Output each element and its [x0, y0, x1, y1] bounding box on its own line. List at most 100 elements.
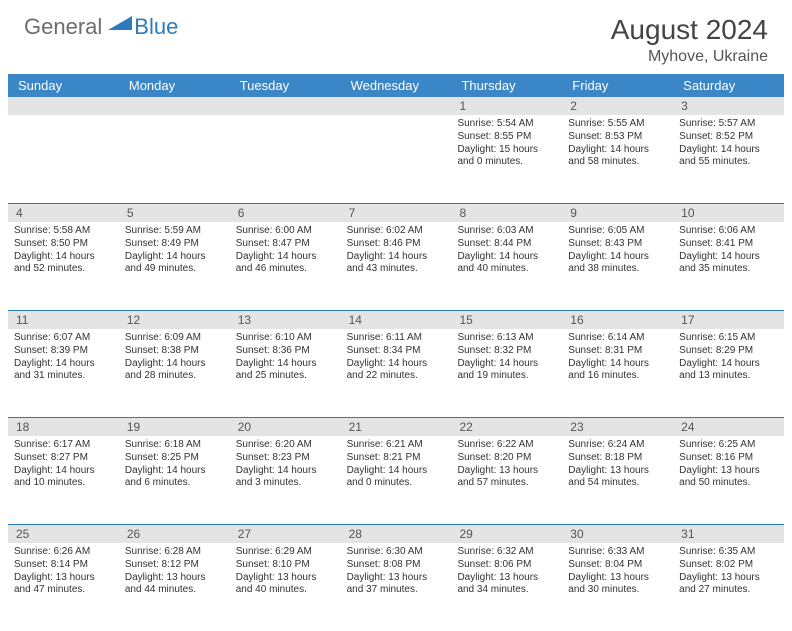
sunset-text: Sunset: 8:53 PM [568, 131, 667, 144]
sunset-text: Sunset: 8:27 PM [14, 452, 113, 465]
sunset-text: Sunset: 8:34 PM [347, 345, 446, 358]
day-cell: Sunrise: 6:18 AMSunset: 8:25 PMDaylight:… [119, 436, 230, 524]
day-cell: Sunrise: 5:59 AMSunset: 8:49 PMDaylight:… [119, 222, 230, 310]
daylight-text: Daylight: 14 hours and 16 minutes. [568, 358, 667, 384]
day-number: 26 [119, 525, 230, 543]
sunrise-text: Sunrise: 6:22 AM [457, 439, 556, 452]
sunrise-text: Sunrise: 6:18 AM [125, 439, 224, 452]
day-number: 11 [8, 311, 119, 329]
weekday-header: Sunday [8, 74, 119, 97]
daylight-text: Daylight: 14 hours and 3 minutes. [236, 465, 335, 491]
sunrise-text: Sunrise: 6:17 AM [14, 439, 113, 452]
day-number: 13 [230, 311, 341, 329]
sunrise-text: Sunrise: 6:06 AM [679, 225, 778, 238]
sunrise-text: Sunrise: 6:14 AM [568, 332, 667, 345]
day-cell: Sunrise: 6:30 AMSunset: 8:08 PMDaylight:… [341, 543, 452, 631]
sunset-text: Sunset: 8:43 PM [568, 238, 667, 251]
calendar: SundayMondayTuesdayWednesdayThursdayFrid… [0, 74, 792, 631]
sunset-text: Sunset: 8:50 PM [14, 238, 113, 251]
sunset-text: Sunset: 8:02 PM [679, 559, 778, 572]
day-number: 7 [341, 204, 452, 222]
weekday-header: Monday [119, 74, 230, 97]
sunrise-text: Sunrise: 6:00 AM [236, 225, 335, 238]
day-number: 27 [230, 525, 341, 543]
day-number: 1 [451, 97, 562, 115]
sunset-text: Sunset: 8:12 PM [125, 559, 224, 572]
day-cell: Sunrise: 6:11 AMSunset: 8:34 PMDaylight:… [341, 329, 452, 417]
day-number: 31 [673, 525, 784, 543]
sunset-text: Sunset: 8:23 PM [236, 452, 335, 465]
daynum-row: 18192021222324 [8, 418, 784, 436]
sunrise-text: Sunrise: 6:25 AM [679, 439, 778, 452]
daylight-text: Daylight: 14 hours and 10 minutes. [14, 465, 113, 491]
sunset-text: Sunset: 8:41 PM [679, 238, 778, 251]
day-number: 5 [119, 204, 230, 222]
day-cell: Sunrise: 5:54 AMSunset: 8:55 PMDaylight:… [451, 115, 562, 203]
sunrise-text: Sunrise: 6:29 AM [236, 546, 335, 559]
day-cell: Sunrise: 6:22 AMSunset: 8:20 PMDaylight:… [451, 436, 562, 524]
daylight-text: Daylight: 14 hours and 46 minutes. [236, 251, 335, 277]
daylight-text: Daylight: 14 hours and 40 minutes. [457, 251, 556, 277]
daylight-text: Daylight: 14 hours and 13 minutes. [679, 358, 778, 384]
day-number: 29 [451, 525, 562, 543]
day-cell: Sunrise: 6:26 AMSunset: 8:14 PMDaylight:… [8, 543, 119, 631]
sunrise-text: Sunrise: 6:24 AM [568, 439, 667, 452]
day-number: 9 [562, 204, 673, 222]
daylight-text: Daylight: 14 hours and 6 minutes. [125, 465, 224, 491]
sunset-text: Sunset: 8:21 PM [347, 452, 446, 465]
weekday-header: Friday [562, 74, 673, 97]
day-number: 12 [119, 311, 230, 329]
sunset-text: Sunset: 8:14 PM [14, 559, 113, 572]
week-row: Sunrise: 6:07 AMSunset: 8:39 PMDaylight:… [8, 329, 784, 417]
daylight-text: Daylight: 13 hours and 50 minutes. [679, 465, 778, 491]
sunrise-text: Sunrise: 5:59 AM [125, 225, 224, 238]
sunrise-text: Sunrise: 6:20 AM [236, 439, 335, 452]
day-number: 30 [562, 525, 673, 543]
daylight-text: Daylight: 13 hours and 57 minutes. [457, 465, 556, 491]
day-number: 20 [230, 418, 341, 436]
title-block: August 2024 Myhove, Ukraine [611, 14, 768, 66]
daylight-text: Daylight: 14 hours and 35 minutes. [679, 251, 778, 277]
daylight-text: Daylight: 14 hours and 58 minutes. [568, 144, 667, 170]
sunrise-text: Sunrise: 6:10 AM [236, 332, 335, 345]
month-title: August 2024 [611, 14, 768, 46]
sunrise-text: Sunrise: 6:26 AM [14, 546, 113, 559]
sunrise-text: Sunrise: 6:35 AM [679, 546, 778, 559]
day-number: 2 [562, 97, 673, 115]
day-number: 21 [341, 418, 452, 436]
sunrise-text: Sunrise: 6:07 AM [14, 332, 113, 345]
sunrise-text: Sunrise: 5:57 AM [679, 118, 778, 131]
day-cell: Sunrise: 6:28 AMSunset: 8:12 PMDaylight:… [119, 543, 230, 631]
sunset-text: Sunset: 8:36 PM [236, 345, 335, 358]
sunset-text: Sunset: 8:38 PM [125, 345, 224, 358]
day-cell: Sunrise: 6:09 AMSunset: 8:38 PMDaylight:… [119, 329, 230, 417]
day-number: 17 [673, 311, 784, 329]
daylight-text: Daylight: 14 hours and 25 minutes. [236, 358, 335, 384]
day-cell: Sunrise: 6:05 AMSunset: 8:43 PMDaylight:… [562, 222, 673, 310]
day-number: 14 [341, 311, 452, 329]
sunrise-text: Sunrise: 6:30 AM [347, 546, 446, 559]
day-cell: Sunrise: 6:21 AMSunset: 8:21 PMDaylight:… [341, 436, 452, 524]
daylight-text: Daylight: 14 hours and 38 minutes. [568, 251, 667, 277]
day-number: 8 [451, 204, 562, 222]
sunset-text: Sunset: 8:18 PM [568, 452, 667, 465]
day-cell: Sunrise: 6:33 AMSunset: 8:04 PMDaylight:… [562, 543, 673, 631]
weeks-container: 123Sunrise: 5:54 AMSunset: 8:55 PMDaylig… [8, 97, 784, 631]
sunrise-text: Sunrise: 5:58 AM [14, 225, 113, 238]
day-cell: Sunrise: 5:58 AMSunset: 8:50 PMDaylight:… [8, 222, 119, 310]
sunrise-text: Sunrise: 6:32 AM [457, 546, 556, 559]
day-cell [230, 115, 341, 203]
day-number: 19 [119, 418, 230, 436]
logo-triangle-icon [108, 12, 132, 35]
sunset-text: Sunset: 8:46 PM [347, 238, 446, 251]
sunrise-text: Sunrise: 6:02 AM [347, 225, 446, 238]
daylight-text: Daylight: 13 hours and 37 minutes. [347, 572, 446, 598]
sunset-text: Sunset: 8:55 PM [457, 131, 556, 144]
week-row: Sunrise: 5:54 AMSunset: 8:55 PMDaylight:… [8, 115, 784, 203]
day-cell: Sunrise: 5:55 AMSunset: 8:53 PMDaylight:… [562, 115, 673, 203]
sunset-text: Sunset: 8:06 PM [457, 559, 556, 572]
sunrise-text: Sunrise: 6:11 AM [347, 332, 446, 345]
daynum-row: 45678910 [8, 204, 784, 222]
day-cell: Sunrise: 6:29 AMSunset: 8:10 PMDaylight:… [230, 543, 341, 631]
day-cell: Sunrise: 6:10 AMSunset: 8:36 PMDaylight:… [230, 329, 341, 417]
